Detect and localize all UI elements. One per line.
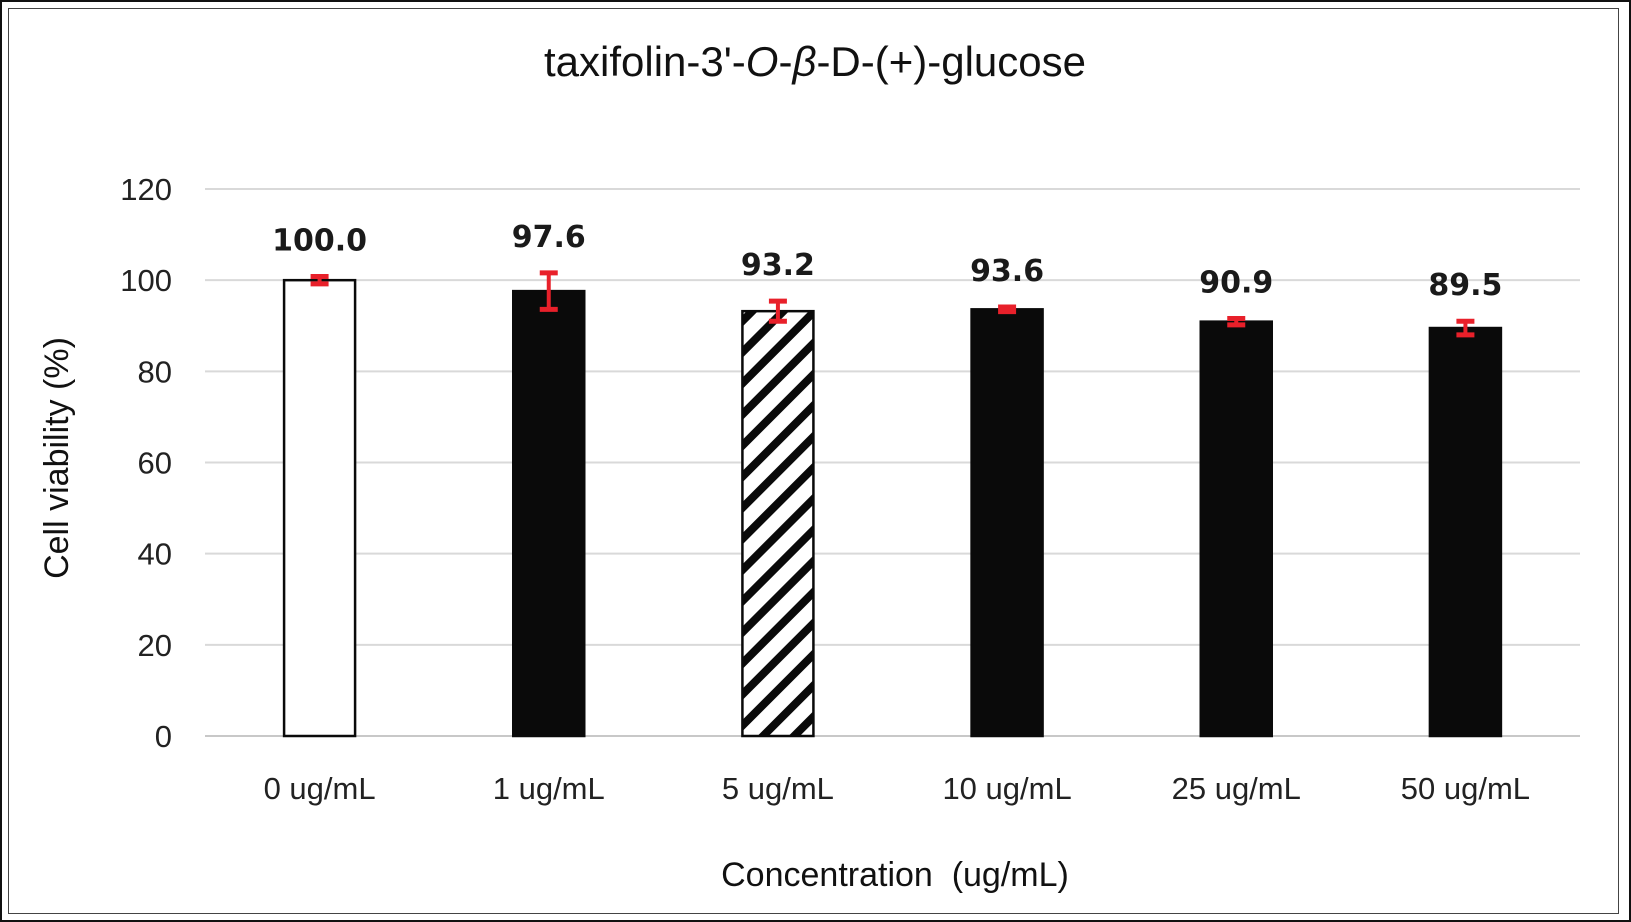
error-bar: [768, 298, 787, 324]
data-label: 90.9: [1199, 265, 1273, 300]
chart-title: taxifolin-3'-O-β-D-(+)-glucose: [544, 38, 1086, 85]
title-part-4: β: [790, 38, 816, 85]
y-tick-label: 0: [155, 719, 172, 754]
title-part-3: -: [778, 38, 792, 85]
data-label: 100.0: [272, 224, 367, 259]
bar: [1199, 320, 1273, 738]
y-tick-label: 120: [120, 172, 172, 207]
x-axis-title: Concentration (ug/mL): [721, 856, 1069, 894]
x-category-label: 50 ug/mL: [1401, 771, 1530, 806]
bar: [970, 308, 1044, 738]
y-tick-label: 80: [138, 354, 172, 389]
error-bar: [310, 274, 329, 287]
gridlines: [205, 188, 1580, 737]
title-part-1: taxifolin-3'-: [544, 38, 746, 85]
bar: [741, 309, 815, 738]
x-category-label: 10 ug/mL: [942, 771, 1071, 806]
x-category-label: 0 ug/mL: [264, 771, 376, 806]
y-tick-label: 100: [120, 263, 172, 298]
title-part-5: -D-(+)-glucose: [816, 38, 1086, 85]
error-bar: [1456, 318, 1475, 338]
error-bar: [998, 304, 1017, 315]
bar: [512, 289, 586, 738]
y-tick-label: 60: [138, 446, 172, 481]
y-axis-ticks: 0 20 40 60 80 100 120: [120, 172, 172, 754]
x-category-label: 1 ug/mL: [493, 771, 605, 806]
data-label: 89.5: [1428, 268, 1502, 303]
data-label: 97.6: [512, 220, 586, 255]
error-bars: [310, 270, 1475, 338]
bar: [282, 278, 357, 738]
data-labels: 100.0 97.6 93.2 93.6 90.9 89.5: [272, 220, 1502, 303]
bar: [1428, 326, 1503, 738]
error-bar: [1227, 315, 1246, 328]
y-tick-label: 20: [138, 628, 172, 663]
x-axis-categories: 0 ug/mL 1 ug/mL 5 ug/mL 10 ug/mL 25 ug/mL 50 …: [264, 771, 1530, 806]
x-category-label: 25 ug/mL: [1172, 771, 1301, 806]
bars: [282, 278, 1503, 738]
x-category-label: 5 ug/mL: [722, 771, 834, 806]
data-label: 93.6: [970, 254, 1044, 289]
data-label: 93.2: [741, 248, 815, 283]
chart-panel: [8, 8, 1619, 914]
title-part-2: O: [746, 38, 779, 85]
y-axis-title: Cell viability (%): [38, 337, 76, 579]
error-bar: [539, 270, 558, 312]
y-tick-label: 40: [138, 537, 172, 572]
